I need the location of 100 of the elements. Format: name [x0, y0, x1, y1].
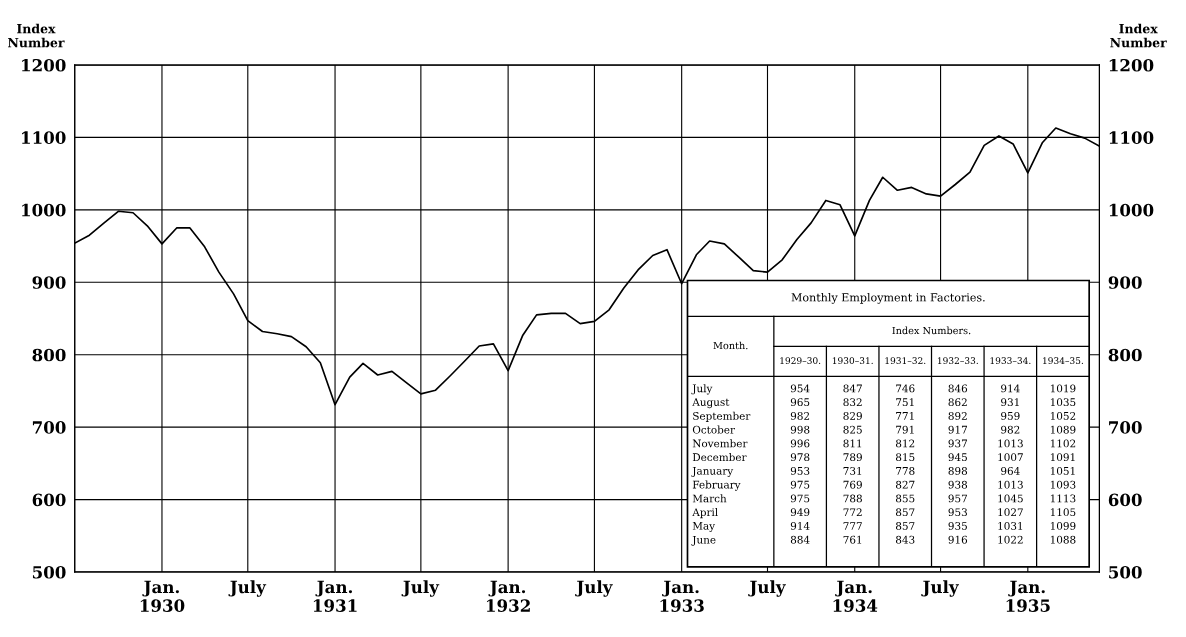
y-tick-label: 900 [32, 276, 66, 289]
annotation: August [692, 398, 730, 409]
y-tick-label: 1000 [22, 203, 66, 217]
y2-tick-label: 1000 [1109, 203, 1154, 217]
annotation: 1027 [998, 508, 1023, 517]
annotation: 832 [843, 398, 862, 407]
y-tick-label: 600 [32, 493, 66, 507]
annotation: 996 [790, 439, 810, 448]
annotation: 847 [843, 384, 862, 393]
annotation: 1019 [1050, 384, 1076, 393]
annotation: 1022 [998, 535, 1023, 544]
x-tick-label: Jan. 1933 [660, 580, 704, 612]
annotation: 953 [790, 466, 810, 475]
annotation: 1089 [1050, 425, 1076, 434]
annotation: 914 [790, 521, 810, 530]
annotation: 954 [790, 384, 810, 393]
annotation: 843 [895, 535, 915, 544]
annotation: 751 [896, 398, 914, 407]
annotation: 949 [790, 508, 810, 517]
annotation: Month. [713, 341, 748, 350]
y-tick-label: 500 [32, 565, 66, 579]
annotation: 916 [948, 535, 968, 544]
annotation: 892 [948, 411, 967, 420]
annotation: 1013 [998, 480, 1023, 489]
annotation: April [692, 508, 718, 519]
annotation: 761 [843, 535, 862, 544]
annotation: July [691, 384, 713, 395]
annotation: 811 [843, 439, 862, 448]
annotation: 957 [948, 494, 967, 503]
annotation: January [691, 466, 734, 477]
annotation: 1102 [1050, 439, 1076, 448]
y2-tick-label: 600 [1108, 493, 1142, 507]
annotation: 1035 [1050, 398, 1076, 407]
annotation: 778 [896, 466, 915, 475]
annotation: 978 [790, 453, 810, 462]
annotation: 772 [843, 508, 862, 516]
annotation: 1045 [998, 494, 1023, 503]
y2-axis-title: Index Number [1110, 23, 1167, 48]
annotation: 1934–35. [1043, 357, 1083, 365]
y-tick-label: 700 [32, 421, 66, 434]
annotation: 857 [895, 508, 915, 517]
annotation: 898 [948, 466, 968, 475]
annotation: 945 [948, 453, 967, 462]
annotation: 771 [896, 411, 914, 420]
y2-tick-label: 900 [1108, 276, 1142, 289]
annotation: October [692, 425, 735, 434]
annotation: 1051 [1050, 466, 1075, 475]
annotation: 938 [948, 480, 968, 489]
annotation: 1931–32. [885, 357, 926, 365]
annotation: 791 [896, 425, 914, 434]
annotation: 1091 [1050, 453, 1075, 462]
y-tick-label: 800 [32, 348, 66, 362]
annotation: November [692, 439, 748, 448]
annotation: 965 [790, 398, 810, 407]
x-tick-label: Jan. 1934 [833, 580, 878, 612]
annotation: 777 [843, 522, 862, 530]
annotation: 862 [948, 398, 967, 407]
annotation: 982 [1001, 425, 1020, 434]
annotation: Index Numbers. [892, 326, 971, 335]
y2-tick-label: 700 [1109, 421, 1142, 434]
x-tick-label: Jan. 1930 [140, 580, 185, 612]
annotation: 975 [790, 494, 810, 503]
annotation: 812 [895, 439, 915, 448]
y2-tick-label: 500 [1109, 565, 1142, 579]
x-tick-label: July [575, 580, 613, 597]
y2-tick-label: 1100 [1109, 131, 1154, 144]
annotation: 917 [948, 425, 967, 434]
annotation: 788 [843, 494, 862, 503]
annotation: 931 [1001, 398, 1019, 407]
annotation: 1007 [998, 453, 1023, 462]
y-tick-label: 1100 [22, 131, 66, 144]
x-tick-label: Jan. 1935 [1006, 580, 1050, 612]
annotation: 746 [896, 384, 915, 393]
annotation: 937 [948, 439, 967, 448]
text: Monthly Employment in Factories. [791, 292, 985, 304]
y2-tick-label: 800 [1108, 348, 1142, 362]
x-tick-label: July [748, 580, 786, 597]
annotation: 998 [790, 425, 810, 434]
annotation: 1088 [1050, 535, 1076, 544]
annotation: 1099 [1050, 521, 1076, 530]
annotation: 829 [843, 411, 862, 420]
annotation: 975 [790, 480, 810, 489]
annotation: 1929–30. [780, 357, 821, 365]
annotation: 827 [895, 480, 915, 489]
annotation: February [692, 480, 741, 491]
annotation: September [693, 411, 751, 422]
annotation: 1093 [1050, 480, 1076, 489]
y2-tick-label: 1200 [1109, 58, 1154, 72]
annotation: 857 [895, 521, 915, 530]
annotation: 769 [843, 480, 862, 489]
annotation: 1031 [998, 521, 1023, 530]
annotation: December [692, 453, 747, 462]
annotation: 1113 [1050, 494, 1076, 503]
x-tick-label: July [921, 580, 959, 597]
y-tick-label: 1200 [22, 58, 66, 72]
annotation: 982 [790, 411, 810, 420]
x-tick-label: Jan. 1932 [486, 580, 530, 612]
annotation: 815 [895, 453, 915, 462]
annotation: 1105 [1050, 508, 1076, 517]
annotation: 789 [843, 453, 862, 462]
